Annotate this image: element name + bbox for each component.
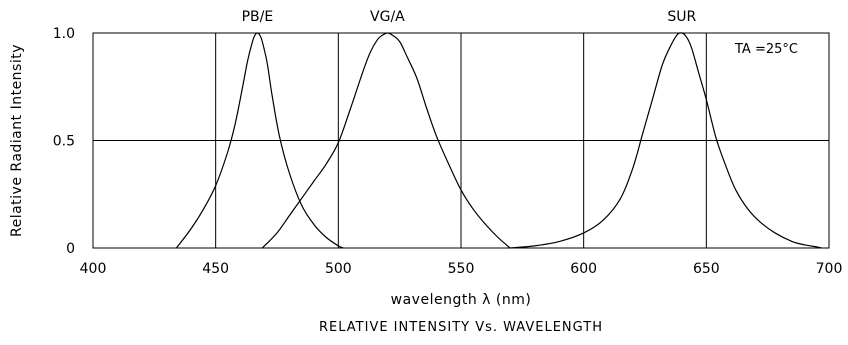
series-labels: PB/E VG/A SUR xyxy=(242,9,697,25)
chart-title: RELATIVE INTENSITY Vs. WAVELENGTH xyxy=(319,320,603,335)
x-tick-label: 550 xyxy=(448,261,475,277)
y-tick-label: 0.5 xyxy=(53,134,75,150)
temperature-annotation: TA =25°C xyxy=(734,42,798,57)
x-tick-label: 700 xyxy=(816,261,843,277)
y-tick-label: 0 xyxy=(66,241,75,257)
x-tick-label: 500 xyxy=(325,261,352,277)
x-axis-title: wavelength λ (nm) xyxy=(391,292,532,308)
series-label: PB/E xyxy=(242,9,274,25)
series-line-sur xyxy=(510,32,822,249)
series-layer xyxy=(175,32,822,249)
grid-layer xyxy=(93,33,829,248)
series-line-vg-a xyxy=(261,32,511,249)
y-tick-label: 1.0 xyxy=(53,26,75,42)
plot-frame xyxy=(92,32,830,249)
x-tick-label: 650 xyxy=(693,261,720,277)
series-label: SUR xyxy=(667,9,696,25)
x-tick-labels: 400 450 500 550 600 650 700 xyxy=(80,261,843,277)
series-line-pb-e xyxy=(175,32,344,249)
x-tick-label: 400 xyxy=(80,261,107,277)
x-tick-label: 600 xyxy=(570,261,597,277)
y-tick-labels: 0 0.5 1.0 xyxy=(53,26,75,257)
y-axis-title: Relative Radiant Intensity xyxy=(9,44,25,237)
x-tick-label: 450 xyxy=(202,261,229,277)
series-label: VG/A xyxy=(370,9,405,25)
